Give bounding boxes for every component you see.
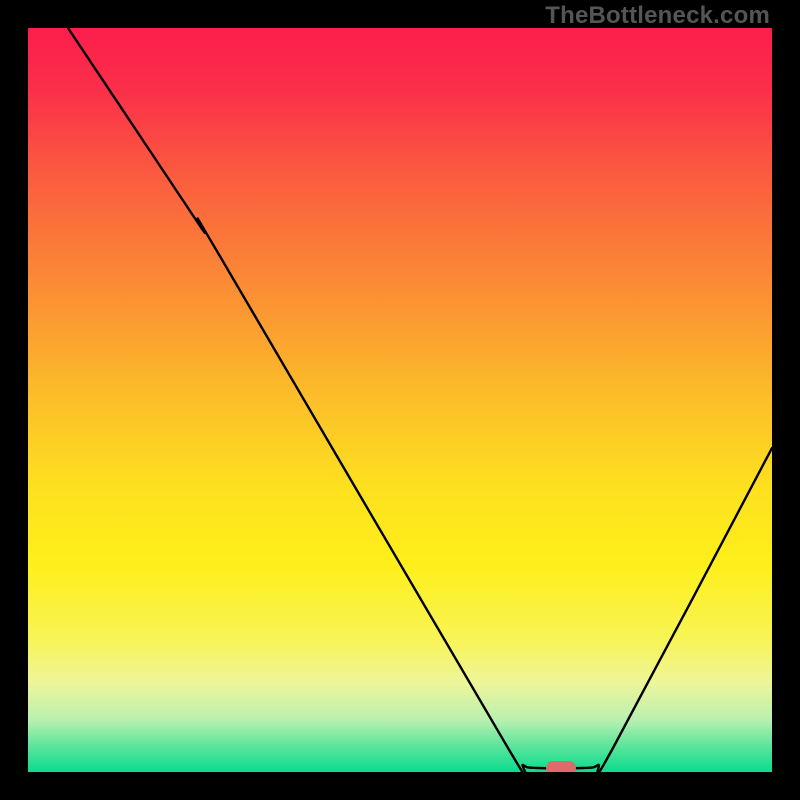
optimum-marker [546,761,576,772]
plot-area [28,28,772,772]
chart-frame: TheBottleneck.com [0,0,800,800]
chart-svg [28,28,772,772]
watermark-text: TheBottleneck.com [545,2,770,30]
